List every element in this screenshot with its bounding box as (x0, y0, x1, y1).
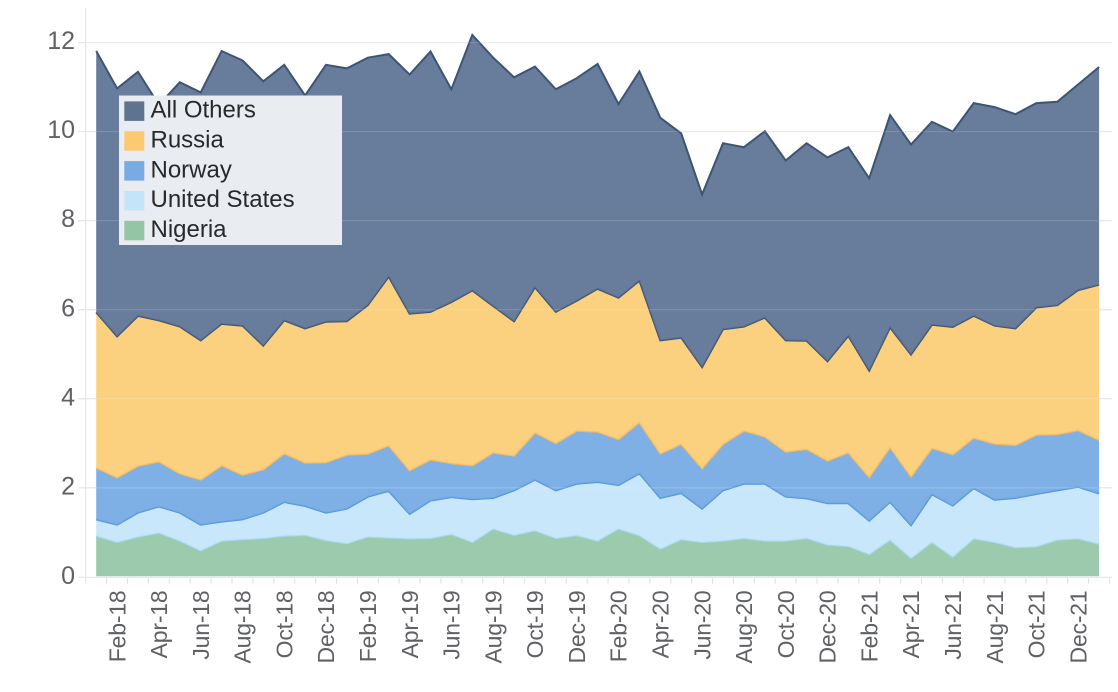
svg-text:All Others: All Others (151, 97, 256, 124)
svg-text:Dec-18: Dec-18 (313, 591, 339, 664)
svg-text:Jun-21: Jun-21 (940, 591, 966, 660)
svg-text:Aug-21: Aug-21 (982, 591, 1008, 664)
svg-text:Oct-19: Oct-19 (522, 591, 548, 659)
svg-text:0: 0 (61, 562, 75, 590)
svg-text:Dec-19: Dec-19 (564, 591, 590, 664)
svg-text:Apr-19: Apr-19 (397, 591, 423, 659)
svg-text:Feb-21: Feb-21 (856, 591, 882, 663)
svg-text:Jun-18: Jun-18 (188, 591, 214, 660)
svg-text:Norway: Norway (151, 156, 232, 183)
svg-text:Aug-18: Aug-18 (230, 591, 256, 664)
svg-text:Aug-19: Aug-19 (480, 591, 506, 664)
svg-text:8: 8 (61, 205, 75, 233)
svg-text:Oct-21: Oct-21 (1024, 591, 1050, 659)
svg-text:12: 12 (47, 27, 75, 55)
svg-text:Aug-20: Aug-20 (731, 591, 757, 664)
svg-text:2: 2 (61, 472, 75, 500)
svg-text:Dec-21: Dec-21 (1065, 591, 1091, 664)
svg-text:6: 6 (61, 294, 75, 322)
svg-text:Oct-18: Oct-18 (271, 591, 297, 659)
svg-text:Nigeria: Nigeria (151, 216, 228, 243)
svg-text:10: 10 (47, 116, 75, 144)
svg-text:Apr-18: Apr-18 (146, 591, 172, 659)
svg-text:Oct-20: Oct-20 (773, 591, 799, 659)
svg-text:Dec-20: Dec-20 (815, 591, 841, 664)
svg-text:4: 4 (61, 383, 75, 411)
svg-text:Feb-19: Feb-19 (355, 591, 381, 663)
svg-text:Feb-18: Feb-18 (104, 591, 130, 663)
svg-text:Russia: Russia (151, 126, 225, 153)
svg-text:Apr-20: Apr-20 (648, 591, 674, 659)
svg-text:Apr-21: Apr-21 (898, 591, 924, 659)
svg-text:Jun-19: Jun-19 (439, 591, 465, 660)
svg-text:Feb-20: Feb-20 (606, 591, 632, 663)
svg-text:United States: United States (151, 186, 295, 213)
svg-text:Jun-20: Jun-20 (689, 591, 715, 660)
